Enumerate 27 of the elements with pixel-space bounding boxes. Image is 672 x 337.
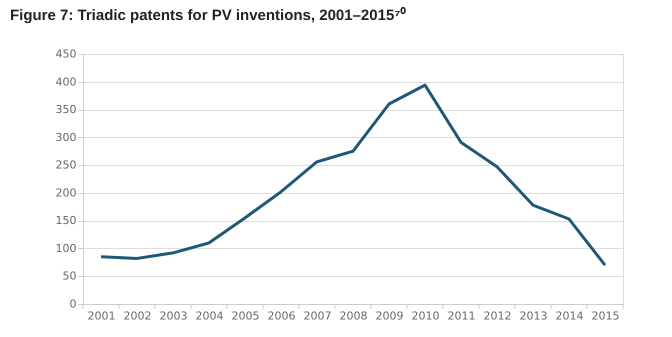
x-tick-label: 2015: [592, 310, 620, 322]
x-tick-label: 2006: [268, 310, 296, 322]
x-tick-label: 2008: [340, 310, 368, 322]
x-tick-label: 2010: [412, 310, 440, 322]
x-tick-label: 2002: [124, 310, 152, 322]
y-tick-label: 200: [56, 186, 76, 200]
x-tick-label: 2013: [520, 310, 548, 322]
x-tick-label: 2014: [556, 310, 584, 322]
x-tick-label: 2011: [448, 310, 476, 322]
chart-title: Figure 7: Triadic patents for PV inventions, 2001–2015⁷⁰: [10, 6, 406, 24]
y-tick-label: 0: [70, 298, 76, 310]
y-tick-label: 150: [56, 214, 76, 228]
x-tick-label: 2007: [304, 310, 332, 322]
y-tick-label: 300: [56, 130, 76, 144]
y-tick-label: 450: [56, 48, 76, 60]
y-tick-label: 400: [56, 75, 76, 88]
x-tick-label: 2003: [160, 310, 188, 322]
x-tick-label: 2005: [232, 310, 260, 322]
x-tick-label: 2001: [88, 310, 116, 322]
x-tick-label: 2004: [196, 310, 224, 322]
line-series: [100, 84, 606, 267]
x-tick-label: 2009: [376, 310, 404, 322]
y-tick-label: 50: [62, 270, 76, 283]
y-tick-label: 100: [56, 242, 76, 255]
y-tick-label: 250: [56, 158, 76, 172]
x-tick-label: 2012: [484, 310, 512, 322]
y-tick-label: 350: [56, 103, 76, 116]
